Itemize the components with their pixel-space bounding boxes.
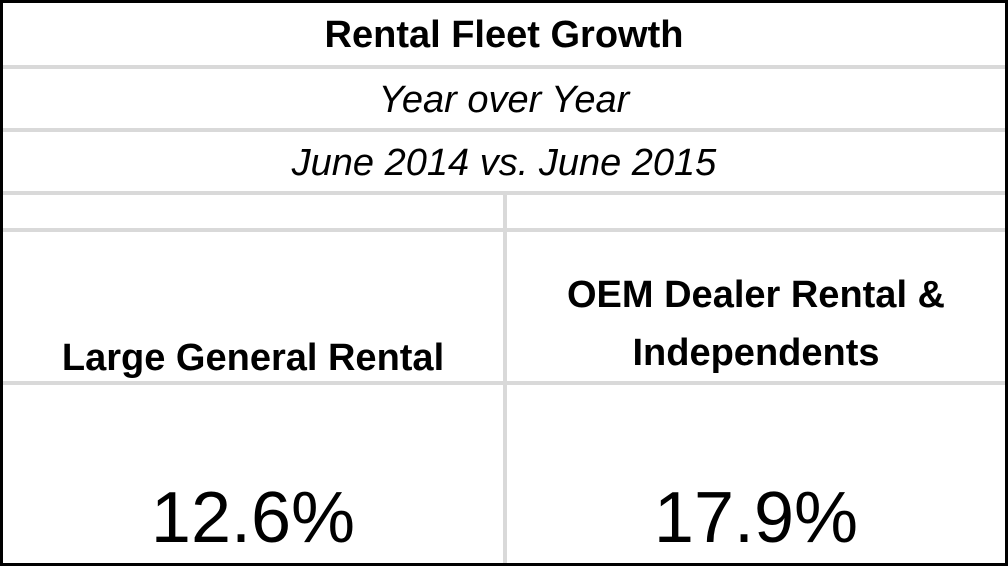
column-header-large-general-rental: Large General Rental <box>3 333 503 383</box>
growth-value-large-general-rental: 12.6% <box>150 478 356 558</box>
row-divider <box>3 65 1005 69</box>
date-range: June 2014 vs. June 2015 <box>291 141 717 184</box>
row-divider <box>3 128 1005 132</box>
table-title: Rental Fleet Growth <box>324 13 684 56</box>
column-header-label: Large General Rental <box>61 336 445 379</box>
column-header-label-line-1: OEM Dealer Rental & <box>567 274 945 316</box>
column-divider <box>503 194 507 563</box>
column-header-oem-dealer-rental: OEM Dealer Rental & Independents <box>507 265 1005 383</box>
row-divider <box>3 381 1005 385</box>
row-divider <box>3 191 1005 195</box>
growth-value-oem-dealer-rental: 17.9% <box>653 478 859 558</box>
column-header-label-line-2: Independents <box>632 332 880 374</box>
table-subtitle: Year over Year <box>378 78 630 121</box>
